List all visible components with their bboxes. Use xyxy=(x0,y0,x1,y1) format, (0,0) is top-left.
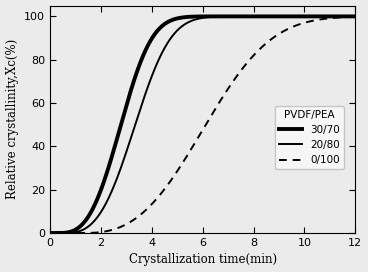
0/100 xyxy=(188,149,192,152)
30/70 xyxy=(288,15,293,18)
20/80 xyxy=(344,15,349,18)
30/70 xyxy=(48,231,52,235)
30/70 xyxy=(196,15,201,18)
Line: 0/100: 0/100 xyxy=(50,17,355,233)
20/80 xyxy=(196,17,201,20)
20/80 xyxy=(335,15,339,18)
0/100 xyxy=(48,231,52,235)
Line: 20/80: 20/80 xyxy=(50,16,355,233)
0/100 xyxy=(196,135,201,138)
Line: 30/70: 30/70 xyxy=(50,16,355,233)
30/70 xyxy=(344,15,349,18)
30/70 xyxy=(344,15,349,18)
0/100 xyxy=(344,16,348,19)
30/70 xyxy=(353,15,358,18)
30/70 xyxy=(295,15,299,18)
30/70 xyxy=(63,231,68,234)
X-axis label: Crystallization time(min): Crystallization time(min) xyxy=(128,254,277,267)
0/100 xyxy=(63,231,68,235)
20/80 xyxy=(63,231,68,235)
0/100 xyxy=(344,16,349,19)
20/80 xyxy=(344,15,349,18)
0/100 xyxy=(353,15,358,18)
0/100 xyxy=(288,26,293,29)
Y-axis label: Relative crystallinity,Xc(%): Relative crystallinity,Xc(%) xyxy=(6,39,18,199)
20/80 xyxy=(353,15,358,18)
30/70 xyxy=(188,15,192,18)
20/80 xyxy=(288,15,293,18)
Legend: 30/70, 20/80, 0/100: 30/70, 20/80, 0/100 xyxy=(275,106,344,169)
20/80 xyxy=(188,20,192,23)
20/80 xyxy=(48,231,52,235)
